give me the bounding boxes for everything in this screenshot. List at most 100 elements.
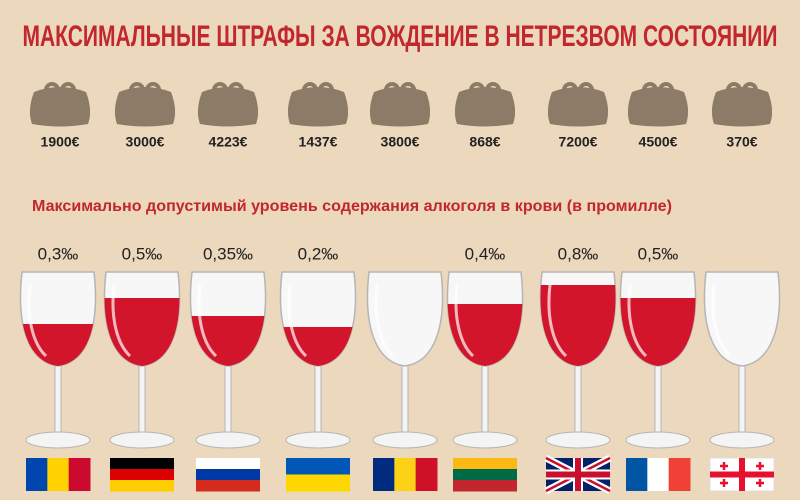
glass-shine — [627, 284, 648, 358]
flag — [373, 458, 438, 491]
purse — [454, 82, 516, 127]
alcohol-limit: 0,5‰ — [638, 244, 679, 263]
glass-base — [709, 431, 775, 449]
purse — [711, 82, 773, 127]
glass-base — [195, 431, 261, 449]
glass-shine — [374, 284, 395, 358]
glass-shine — [27, 284, 48, 358]
glass — [19, 271, 97, 449]
flag-cross — [710, 458, 774, 491]
fine: 4223€ — [209, 134, 248, 150]
purse-body — [547, 87, 609, 127]
glass-stem — [481, 363, 489, 439]
glass-base — [25, 431, 91, 449]
flag-stripe — [286, 474, 350, 484]
flag-stripe — [47, 458, 70, 491]
flag-stripe — [453, 469, 517, 481]
flag-small-cross — [756, 479, 764, 487]
flag — [26, 458, 91, 491]
glass-stem — [224, 363, 232, 439]
flag-cross — [546, 458, 610, 491]
glass-base — [625, 431, 691, 449]
flag-stripe — [647, 458, 670, 491]
purse-body — [114, 87, 176, 127]
flag — [286, 458, 350, 492]
flag — [453, 458, 517, 492]
subtitle: Максимально допустимый уровень содержани… — [32, 198, 672, 215]
fine: 3800€ — [381, 134, 420, 150]
flag — [196, 458, 260, 492]
glass-base — [285, 431, 351, 449]
fine: 868€ — [469, 134, 500, 150]
fine: 7200€ — [559, 134, 598, 150]
flag-stripe — [196, 480, 260, 492]
glass-stem — [574, 363, 582, 439]
purse-body — [287, 87, 349, 127]
flag — [110, 458, 174, 492]
glass-stem — [654, 363, 662, 439]
flag-stripe — [415, 458, 438, 491]
glass-shine — [711, 284, 732, 358]
flag-stripe — [196, 458, 260, 470]
alcohol-limit: 0,5‰ — [122, 244, 163, 263]
glass-shine — [287, 284, 308, 358]
fine: 3000€ — [126, 134, 165, 150]
flag-stripe — [286, 458, 350, 467]
purse — [114, 82, 176, 127]
flag — [709, 457, 775, 492]
fine: 4500€ — [639, 134, 678, 150]
alcohol-limit: 0,2‰ — [298, 244, 339, 263]
glass — [103, 271, 181, 449]
purse — [197, 82, 259, 127]
glass-base — [545, 431, 611, 449]
flag-stripe — [668, 458, 691, 491]
flag-stripe — [26, 458, 48, 491]
purse-body — [711, 87, 773, 127]
flag-stripe — [453, 458, 517, 470]
flag-stripe — [68, 458, 91, 491]
glass-stem — [738, 363, 746, 439]
flag-stripe — [286, 466, 350, 475]
flag — [626, 458, 691, 491]
glass — [366, 271, 444, 449]
glass-base — [109, 431, 175, 449]
glass-base — [372, 431, 438, 449]
glass-shine — [454, 284, 475, 358]
purse — [547, 82, 609, 127]
alcohol-limit: 0,35‰ — [203, 244, 253, 263]
glass-stem — [314, 363, 322, 439]
purse — [29, 82, 91, 127]
glass-bowl — [366, 271, 444, 367]
glass — [279, 271, 357, 449]
flag-stripe — [196, 469, 260, 481]
glass — [619, 271, 697, 449]
purse-body — [627, 87, 689, 127]
fine: 1900€ — [41, 134, 80, 150]
flag-stripe — [110, 480, 174, 492]
fine: 1437€ — [299, 134, 338, 150]
purse-body — [369, 87, 431, 127]
alcohol-limit: 0,8‰ — [558, 244, 599, 263]
flag-small-cross — [720, 462, 728, 470]
title: МАКСИМАЛЬНЫЕ ШТРАФЫ ЗА ВОЖДЕНИЕ В НЕТРЕЗ… — [23, 20, 778, 53]
glass-shine — [197, 284, 218, 358]
glass-shine — [111, 284, 132, 358]
flag-small-cross — [756, 462, 764, 470]
glass-stem — [54, 363, 62, 439]
flag-stripe — [286, 482, 350, 492]
flag — [544, 454, 612, 495]
alcohol-limit: 0,3‰ — [38, 244, 79, 263]
purse-body — [454, 87, 516, 127]
fine: 370€ — [726, 134, 757, 150]
glass-stem — [138, 363, 146, 439]
purse — [627, 82, 689, 127]
purse — [287, 82, 349, 127]
glass — [446, 271, 524, 449]
flag-stripe — [110, 469, 174, 481]
glass-base — [452, 431, 518, 449]
glass-bowl — [703, 271, 781, 367]
flag-stripe — [394, 458, 417, 491]
alcohol-limit: 0,4‰ — [465, 244, 506, 263]
purse-body — [197, 87, 259, 127]
